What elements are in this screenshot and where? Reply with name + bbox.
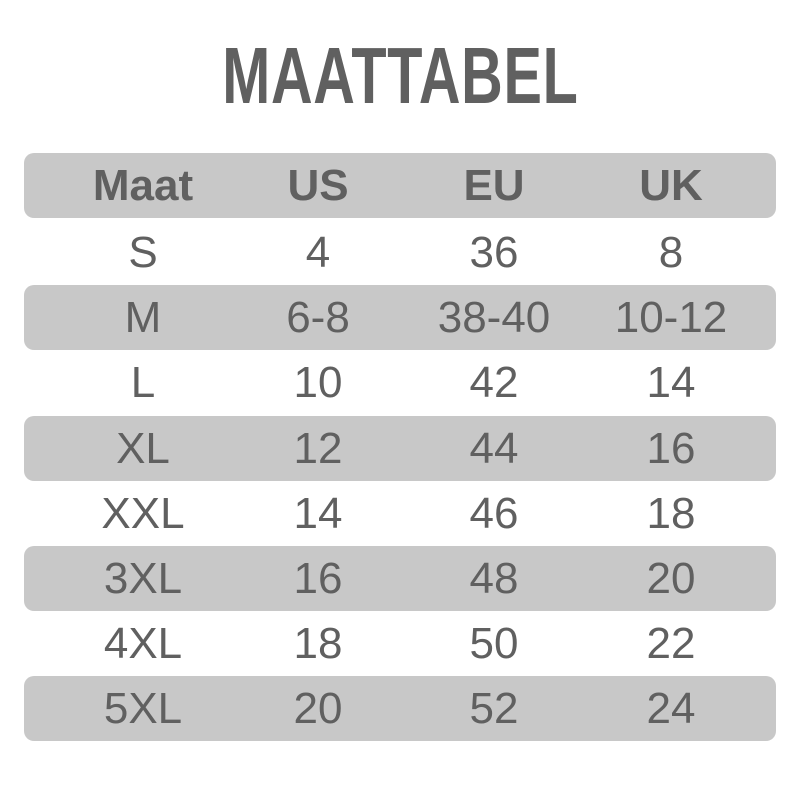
- table-cell: 12: [293, 423, 343, 473]
- table-cell: 42: [469, 358, 519, 408]
- table-cell: 4: [305, 228, 331, 277]
- table-cell: 8: [658, 228, 684, 277]
- table-cell: 24: [646, 684, 696, 734]
- table-cell: 14: [293, 488, 343, 538]
- table-cell: 6-8: [286, 293, 350, 343]
- table-row: XXL 14 46 18: [24, 481, 776, 546]
- table-cell: XXL: [101, 488, 185, 538]
- table-cell: 20: [293, 684, 343, 734]
- table-cell: 16: [646, 423, 696, 473]
- table-cell: 50: [469, 619, 519, 669]
- table-cell: 4XL: [103, 619, 183, 669]
- table-row: 4XL 18 50 22: [24, 611, 776, 676]
- table-cell: 44: [469, 423, 519, 473]
- table-cell: L: [130, 358, 156, 408]
- table-cell: 18: [293, 619, 343, 669]
- table-cell: 10: [293, 358, 343, 408]
- table-row: L 10 42 14: [24, 350, 776, 415]
- table-cell: XL: [116, 423, 170, 473]
- header-cell: UK: [639, 161, 703, 210]
- header-cell: EU: [463, 161, 525, 210]
- table-row: M 6-8 38-40 10-12: [24, 285, 776, 351]
- table-cell: 46: [469, 488, 519, 538]
- table-cell: 16: [293, 554, 343, 603]
- table-cell: 14: [646, 358, 696, 408]
- table-cell: 48: [469, 554, 519, 603]
- table-cell: 5XL: [103, 684, 183, 734]
- table-cell: 52: [469, 684, 519, 734]
- table-row: 3XL 16 48 20: [24, 546, 776, 611]
- page-title: MAATTABEL: [0, 28, 800, 124]
- table-cell: 20: [646, 554, 696, 603]
- table-row: 5XL 20 52 24: [24, 676, 776, 742]
- table-cell: 22: [646, 619, 696, 669]
- table-cell: 10-12: [614, 293, 728, 343]
- header-cell: US: [287, 161, 349, 210]
- table-cell: M: [124, 293, 162, 343]
- table-cell: 18: [646, 488, 696, 538]
- table-row: S 4 36 8: [24, 220, 776, 285]
- table-cell: 36: [469, 228, 519, 277]
- page-title-text: MAATTABEL: [221, 31, 579, 120]
- header-cell: Maat: [92, 161, 194, 210]
- table-cell: 3XL: [103, 554, 183, 603]
- table-header: Maat US EU UK: [24, 153, 776, 218]
- table-row: XL 12 44 16: [24, 415, 776, 481]
- table-cell: S: [128, 228, 158, 277]
- table-cell: 38-40: [437, 293, 551, 343]
